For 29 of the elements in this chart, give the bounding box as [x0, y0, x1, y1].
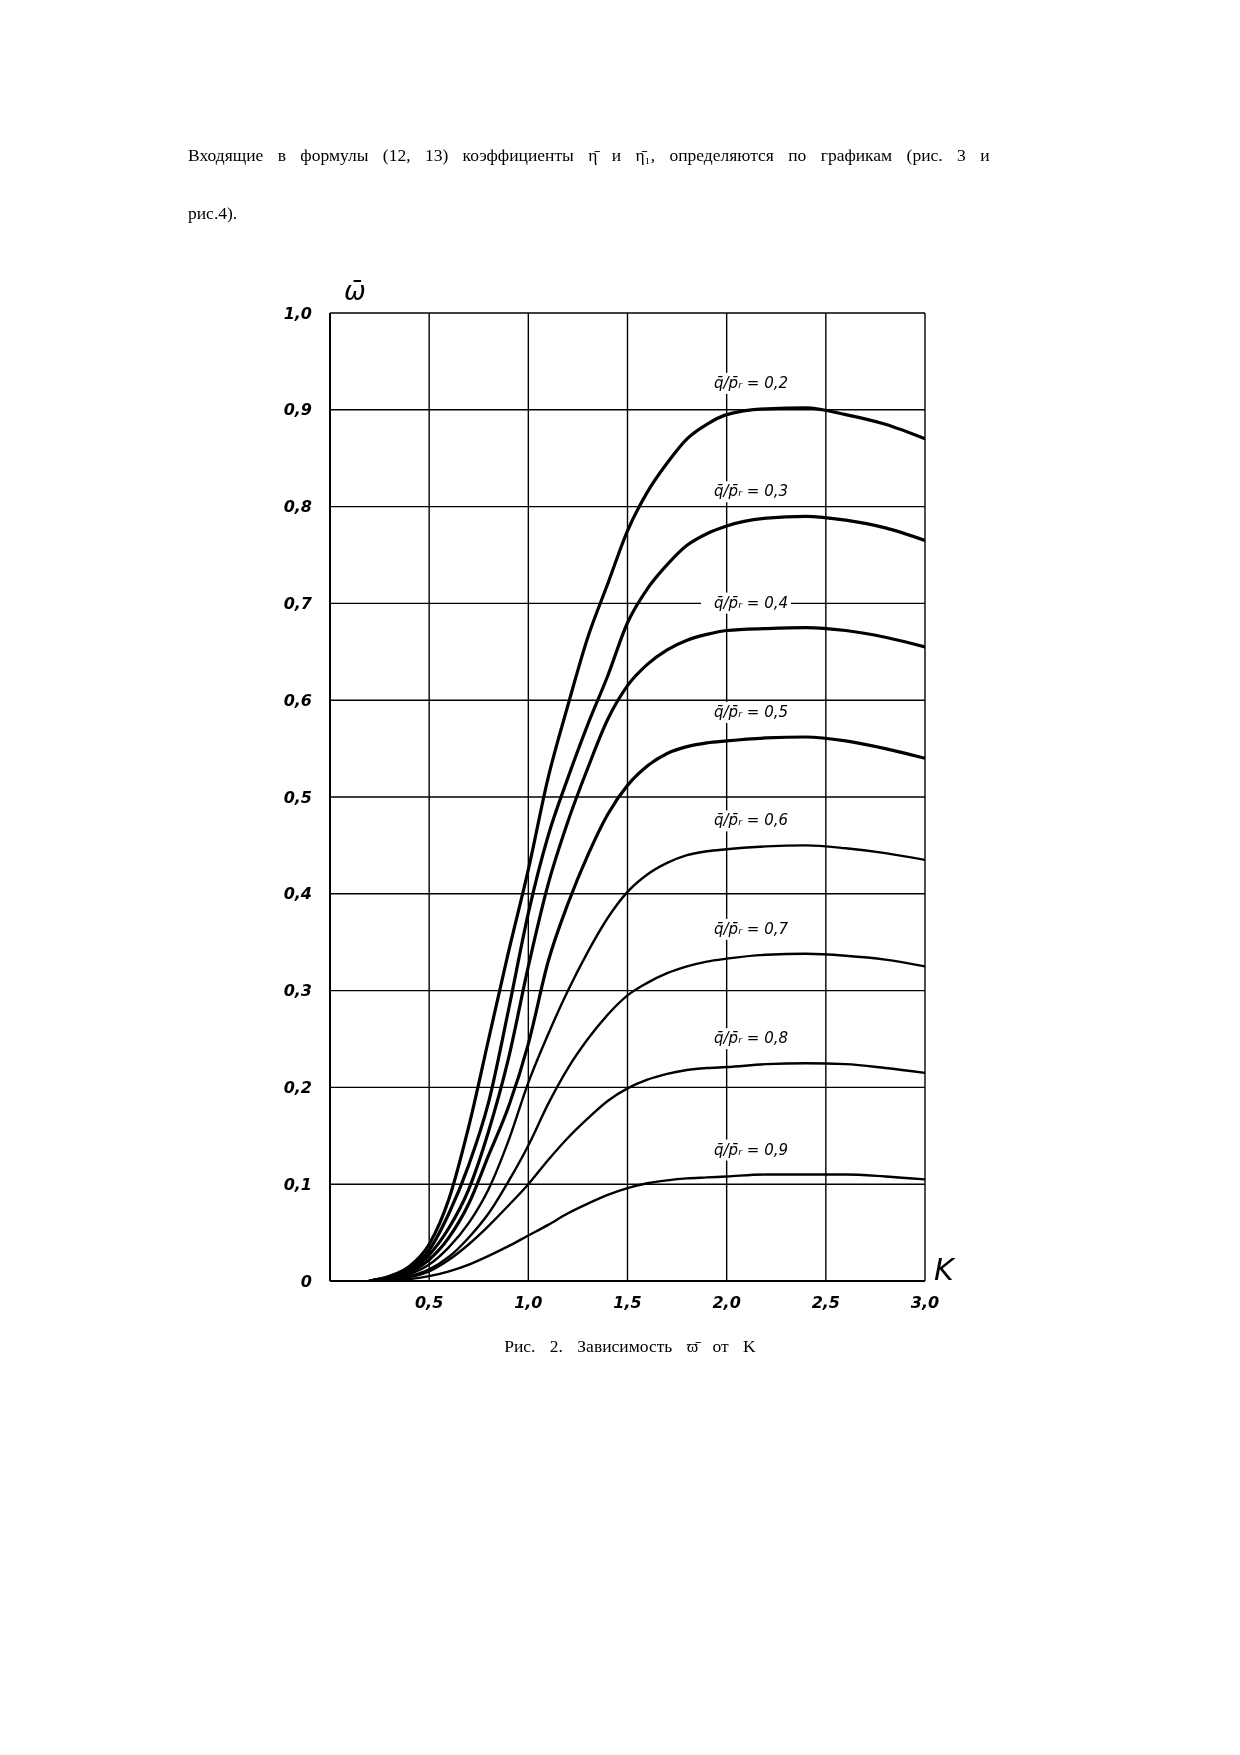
y-tick-label: 0,9 — [283, 400, 312, 420]
x-tick-label: 3,0 — [910, 1293, 940, 1313]
y-tick-label: 0,2 — [283, 1078, 312, 1098]
y-tick-label: 1,0 — [283, 303, 312, 323]
y-tick-label: 0,4 — [283, 884, 312, 904]
x-tick-label: 1,0 — [514, 1293, 543, 1313]
y-axis-title: ω̄ — [344, 276, 366, 306]
x-axis-title: K — [934, 1252, 954, 1287]
x-tick-label: 1,5 — [613, 1293, 642, 1313]
x-tick-label: 0,5 — [414, 1293, 444, 1313]
series-label: q̄/p̄ᵣ = 0,7 — [714, 919, 789, 938]
text: Входящие в формулы (12, 13) коэффициенты η̄ и η̄₁, определяются по графикам (рис. 3 и рис.4). — [188, 145, 990, 223]
x-tick-label: 2,5 — [811, 1293, 841, 1313]
y-tick-label: 0,5 — [283, 787, 312, 807]
series-label: q̄/p̄ᵣ = 0,6 — [714, 811, 788, 830]
y-tick-label: 0,3 — [283, 981, 312, 1001]
y-tick-label: 0,7 — [283, 594, 313, 614]
series-label: q̄/p̄ᵣ = 0,5 — [714, 702, 788, 721]
series-label: q̄/p̄ᵣ = 0,9 — [714, 1140, 788, 1159]
series-label: q̄/p̄ᵣ = 0,4 — [714, 593, 788, 612]
y-tick-label: 0,6 — [283, 690, 312, 710]
y-tick-label: 0 — [300, 1271, 312, 1291]
series-label: q̄/p̄ᵣ = 0,8 — [714, 1029, 788, 1048]
text: Рис. 2. Зависимость ϖ̄ от K — [503, 1336, 757, 1357]
series-label: q̄/p̄ᵣ = 0,2 — [714, 373, 788, 392]
y-tick-label: 0,8 — [283, 497, 312, 517]
series-label: q̄/p̄ᵣ = 0,3 — [714, 482, 788, 501]
y-tick-label: 0,1 — [283, 1174, 312, 1194]
x-tick-label: 2,0 — [712, 1293, 741, 1313]
